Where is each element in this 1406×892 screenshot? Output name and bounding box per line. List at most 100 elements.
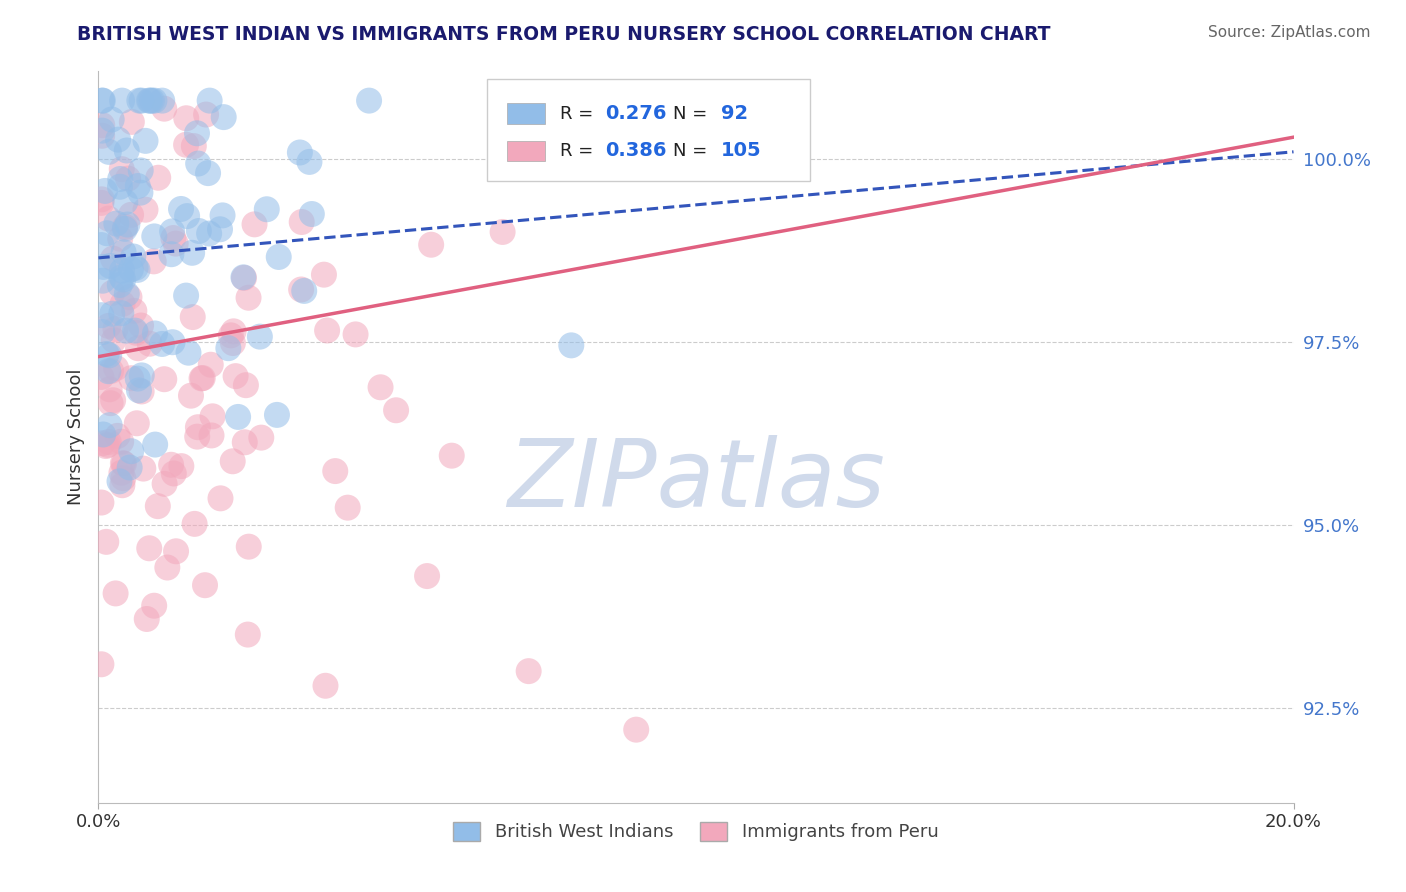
Point xyxy=(176,209,198,223)
Point xyxy=(100,396,122,410)
Point xyxy=(118,290,141,304)
Point xyxy=(194,578,217,592)
Point xyxy=(94,184,117,198)
Point xyxy=(111,94,134,108)
Point xyxy=(301,207,323,221)
Point xyxy=(110,306,132,320)
Point xyxy=(91,94,114,108)
Point xyxy=(120,444,142,458)
Point xyxy=(117,171,139,186)
Point xyxy=(104,586,127,600)
Point xyxy=(129,163,152,178)
Text: Source: ZipAtlas.com: Source: ZipAtlas.com xyxy=(1208,25,1371,40)
Point xyxy=(156,560,179,574)
Point xyxy=(138,541,160,556)
Point xyxy=(174,112,197,126)
Point xyxy=(219,328,242,343)
Point xyxy=(139,336,162,351)
Point xyxy=(91,325,114,339)
Point xyxy=(416,569,439,583)
Point xyxy=(90,192,112,206)
Point xyxy=(292,284,315,298)
Point xyxy=(97,364,120,378)
Point xyxy=(114,222,136,236)
Point xyxy=(111,263,134,277)
Text: 92: 92 xyxy=(721,104,748,123)
Point xyxy=(187,156,209,170)
Point xyxy=(626,723,648,737)
Point xyxy=(91,118,114,132)
Point xyxy=(108,277,131,292)
Point xyxy=(91,94,114,108)
Point xyxy=(127,371,149,385)
Point xyxy=(111,456,134,470)
Point xyxy=(290,283,312,297)
FancyBboxPatch shape xyxy=(508,141,546,161)
Point xyxy=(120,371,142,385)
Point xyxy=(174,288,197,302)
Point xyxy=(359,94,381,108)
Point xyxy=(118,460,141,475)
Point xyxy=(96,534,118,549)
Point xyxy=(491,225,513,239)
Point xyxy=(177,345,200,359)
Text: 0.386: 0.386 xyxy=(605,141,666,161)
Point xyxy=(560,338,582,352)
Point xyxy=(267,250,290,264)
Point xyxy=(107,133,129,147)
Point xyxy=(94,439,117,453)
Point xyxy=(107,429,129,443)
Point xyxy=(187,224,209,238)
Point xyxy=(127,263,149,277)
Point xyxy=(98,382,121,396)
Point xyxy=(104,322,127,336)
Point xyxy=(150,94,173,108)
Point xyxy=(124,260,146,275)
Point xyxy=(97,438,120,452)
Point xyxy=(112,272,135,286)
Point xyxy=(90,370,112,384)
Point xyxy=(288,145,311,160)
Point xyxy=(191,371,214,385)
Point xyxy=(153,476,176,491)
Point xyxy=(180,389,202,403)
Point xyxy=(120,262,142,277)
Point xyxy=(90,308,112,322)
Point xyxy=(115,287,138,301)
Point xyxy=(420,237,443,252)
Point xyxy=(141,94,163,108)
Point xyxy=(163,467,186,481)
Point xyxy=(96,347,118,361)
Point xyxy=(143,326,166,341)
Point xyxy=(212,110,235,124)
Point xyxy=(111,270,134,285)
Point xyxy=(211,208,233,222)
Point xyxy=(139,94,162,108)
Point xyxy=(124,324,146,338)
Point xyxy=(91,427,114,442)
Point xyxy=(117,218,139,232)
Point xyxy=(160,224,183,238)
Point xyxy=(101,285,124,300)
Point xyxy=(124,304,146,318)
Point xyxy=(315,679,337,693)
Point xyxy=(131,384,153,399)
Point xyxy=(170,459,193,474)
Point xyxy=(370,380,392,394)
Point xyxy=(131,94,153,108)
Point xyxy=(108,172,131,186)
Point xyxy=(222,454,245,468)
Point xyxy=(125,417,148,431)
Point xyxy=(201,409,224,424)
Point xyxy=(98,418,121,433)
FancyBboxPatch shape xyxy=(508,103,546,124)
Point xyxy=(153,372,176,386)
Point xyxy=(517,664,540,678)
Point xyxy=(97,211,120,226)
Point xyxy=(385,403,408,417)
Point xyxy=(115,144,138,158)
Point xyxy=(233,271,256,285)
Point xyxy=(160,247,183,261)
Point xyxy=(97,145,120,159)
Text: BRITISH WEST INDIAN VS IMMIGRANTS FROM PERU NURSERY SCHOOL CORRELATION CHART: BRITISH WEST INDIAN VS IMMIGRANTS FROM P… xyxy=(77,25,1050,44)
